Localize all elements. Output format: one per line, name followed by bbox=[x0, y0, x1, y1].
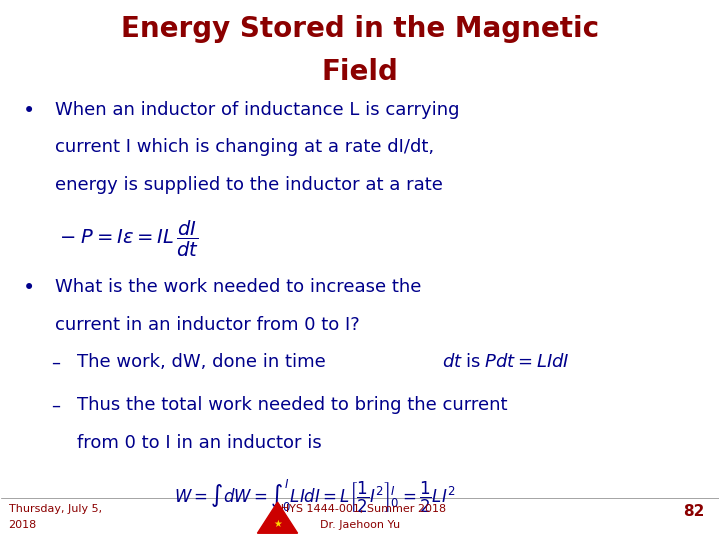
Polygon shape bbox=[258, 502, 297, 533]
Text: Dr. Jaehoon Yu: Dr. Jaehoon Yu bbox=[320, 520, 400, 530]
Text: –: – bbox=[52, 353, 60, 372]
Text: Thursday, July 5,: Thursday, July 5, bbox=[9, 504, 102, 514]
Text: The work, dW, done in time: The work, dW, done in time bbox=[77, 353, 325, 372]
Text: •: • bbox=[23, 278, 35, 298]
Text: What is the work needed to increase the: What is the work needed to increase the bbox=[55, 278, 421, 296]
Text: –: – bbox=[52, 396, 60, 414]
Text: $-\;P = I\varepsilon = IL\,\dfrac{dI}{dt}$: $-\;P = I\varepsilon = IL\,\dfrac{dI}{dt… bbox=[59, 219, 199, 259]
Text: $dt\;\mathrm{is}\;Pdt = LIdI$: $dt\;\mathrm{is}\;Pdt = LIdI$ bbox=[443, 353, 570, 372]
Text: •: • bbox=[23, 101, 35, 121]
Text: current I which is changing at a rate dI/dt,: current I which is changing at a rate dI… bbox=[55, 138, 434, 157]
Text: from 0 to I in an inductor is: from 0 to I in an inductor is bbox=[77, 434, 321, 452]
Text: current in an inductor from 0 to I?: current in an inductor from 0 to I? bbox=[55, 316, 360, 334]
Text: Thus the total work needed to bring the current: Thus the total work needed to bring the … bbox=[77, 396, 507, 414]
Text: When an inductor of inductance L is carrying: When an inductor of inductance L is carr… bbox=[55, 101, 459, 119]
Text: Field: Field bbox=[322, 58, 398, 86]
Text: Energy Stored in the Magnetic: Energy Stored in the Magnetic bbox=[121, 15, 599, 43]
Text: PHYS 1444-001, Summer 2018: PHYS 1444-001, Summer 2018 bbox=[274, 504, 446, 514]
Text: 82: 82 bbox=[683, 504, 704, 519]
Text: 2018: 2018 bbox=[9, 520, 37, 530]
Text: $W = \int dW = \int_0^I LIdI = L\left[\dfrac{1}{2}I^2\right]_0^I = \dfrac{1}{2}L: $W = \int dW = \int_0^I LIdI = L\left[\d… bbox=[174, 477, 455, 515]
Text: ★: ★ bbox=[273, 519, 282, 529]
Text: energy is supplied to the inductor at a rate: energy is supplied to the inductor at a … bbox=[55, 176, 443, 194]
